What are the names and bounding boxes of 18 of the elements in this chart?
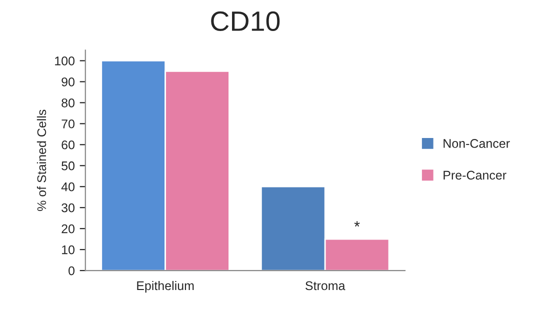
y-tick-label: 20 [62,224,74,234]
chart-title: CD10 [211,11,280,32]
y-axis-title: % of Stained Cells [36,110,46,211]
y-tick-label: 70 [62,119,74,128]
legend-label: Non-Cancer [444,139,510,148]
y-tick-label: 30 [62,203,74,212]
y-tick-label: 90 [62,77,74,86]
y-tick-label: 0 [68,266,74,276]
y-tick-label: 40 [61,182,74,192]
legend-label: Pre-Cancer [444,170,506,180]
annotation: * [354,221,360,227]
x-tick-label: Epithelium [137,280,194,293]
y-tick-label: 60 [62,140,74,150]
x-tick-label: Stroma [306,281,346,290]
y-tick-label: 50 [62,161,74,170]
y-tick-label: 80 [62,98,74,108]
y-tick-label: 10 [62,245,74,254]
y-tick-label: 100 [55,56,74,66]
